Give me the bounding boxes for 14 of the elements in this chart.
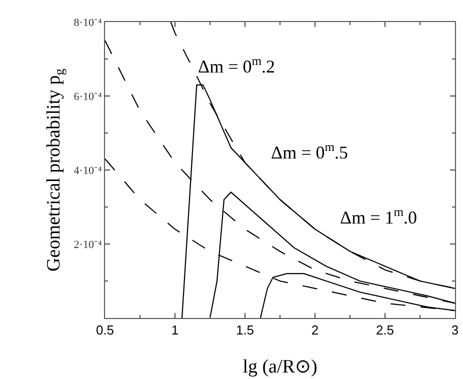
x-axis-title: lg (a/R⊙): [242, 356, 318, 378]
x-tick-label: 2.5: [376, 322, 394, 338]
x-tick-label: 2: [311, 322, 319, 338]
annotation: Δm = 0$^{m}$.2: [198, 54, 276, 77]
y-tick-label: 8·10⁻⁴: [74, 16, 102, 29]
annotation: Δm = 0$^{m}$.5: [271, 140, 348, 163]
x-tick-label: 3: [451, 322, 459, 338]
x-tick-label: 1: [171, 322, 179, 338]
y-tick-label: 2·10⁻⁴: [74, 238, 102, 251]
annotation: Δm = 1$^{m}$.0: [340, 205, 418, 228]
y-tick-label: 4·10⁻⁴: [74, 164, 102, 177]
y-tick-label: 6·10⁻⁴: [74, 90, 102, 103]
x-tick-label: 1.5: [236, 322, 254, 338]
x-tick-label: 0.5: [96, 322, 114, 338]
